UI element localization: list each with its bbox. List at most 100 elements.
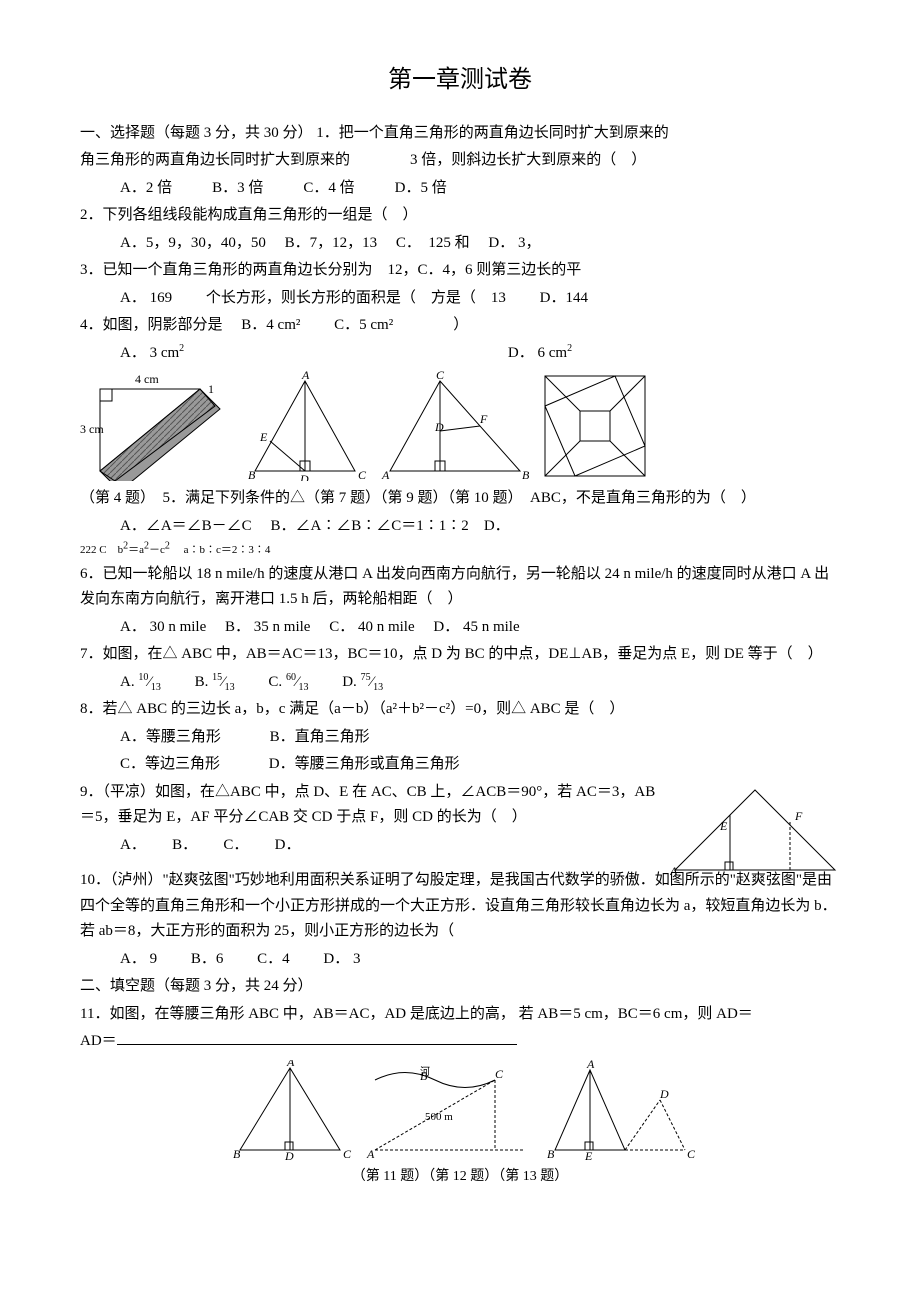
q10-c: C．4: [257, 951, 290, 967]
q6-c: C． 40 n mile: [329, 619, 414, 635]
q2-a: A．5，9，30，40，50: [120, 235, 266, 251]
q9-d: D．: [275, 837, 301, 853]
q4-c: C．5 cm²: [334, 317, 393, 333]
q4-a: A． 3 cm2: [120, 345, 184, 361]
q4-b: B．4 cm²: [241, 317, 300, 333]
svg-text:B: B: [522, 468, 530, 481]
svg-text:1: 1: [208, 382, 214, 396]
q9-c: C．: [223, 837, 241, 853]
q1-opt-b: B．3 倍: [212, 176, 263, 202]
svg-text:A: A: [286, 1060, 295, 1069]
svg-text:A: A: [670, 864, 678, 875]
q5-opts1: A．∠A＝∠B－∠C B．∠A∶∠B∶∠C＝1∶1∶2 D．: [80, 514, 840, 540]
svg-text:D: D: [284, 1149, 294, 1160]
q10-stem: 10．（泸州）"赵爽弦图"巧妙地利用面积关系证明了勾股定理，是我国古代数学的骄傲…: [80, 868, 840, 945]
figure-q12: 河 500 m A B C: [365, 1060, 535, 1160]
q8-d: D．等腰三角形或直角三角形: [269, 756, 460, 772]
q3-d: D．144: [540, 290, 588, 306]
q9-a: A．: [120, 837, 138, 853]
q5-line2: a∶b∶c＝2∶3∶4: [184, 544, 271, 556]
svg-text:D: D: [299, 472, 309, 481]
svg-text:E: E: [259, 430, 268, 444]
svg-text:B: B: [547, 1147, 555, 1160]
q10-b: B．6: [191, 951, 224, 967]
figure-q13: A B E D C: [545, 1060, 695, 1160]
figure-row-2: A B C D 河 500 m A B C A B E D C: [80, 1060, 840, 1160]
svg-text:3 cm: 3 cm: [80, 422, 104, 436]
section-1-header: 一、选择题（每题 3 分，共 30 分） 1．把一个直角三角形的两直角边长同时扩…: [80, 121, 840, 147]
q7-opts: A. 10⁄13 B. 15⁄13 C. 60⁄13 D. 75⁄13: [80, 670, 840, 696]
q3-stem: 3．已知一个直角三角形的两直角边长分别为 12，C．4，6 则第三边长的平: [80, 258, 840, 284]
fig-caption-2: （第 11 题）（第 12 题）（第 13 题）: [80, 1165, 840, 1189]
q1-options: A．2 倍 B．3 倍 C．4 倍 D．5 倍: [80, 176, 840, 202]
q9-block: E F A 9．（平凉）如图，在△ABC 中，点 D、E 在 AC、CB 上，∠…: [80, 780, 840, 859]
q5-opts2: 222 C b2＝a2－c2 a∶b∶c＝2∶3∶4: [80, 541, 840, 560]
q5-c: 222 C b2＝a2－c2: [80, 544, 170, 556]
q3-opts: A． 169 个长方形，则长方形的面积是（ 方是（ 13 D．144: [80, 286, 840, 312]
svg-text:A: A: [586, 1060, 595, 1071]
q7-a: A. 10⁄13: [120, 674, 161, 690]
q8-a: A．等腰三角形: [120, 729, 221, 745]
svg-text:C: C: [358, 468, 367, 481]
q8-opts2: C．等边三角形 D．等腰三角形或直角三角形: [80, 752, 840, 778]
q8-b: B．直角三角形: [270, 729, 370, 745]
svg-text:C: C: [495, 1067, 504, 1081]
q10-opts: A． 9 B．6 C．4 D． 3: [80, 947, 840, 973]
q7-b: B. 15⁄13: [195, 674, 235, 690]
svg-text:E: E: [719, 819, 728, 833]
figure-row-1: 4 cm 1 3 cm A B C D E C A B F D: [80, 371, 840, 481]
svg-text:B: B: [420, 1069, 428, 1083]
svg-text:C: C: [436, 371, 445, 382]
q4-line: 4．如图，阴影部分是 B．4 cm² C．5 cm² ）: [80, 313, 840, 339]
svg-text:F: F: [479, 412, 488, 426]
svg-text:B: B: [233, 1147, 241, 1160]
q11-text: 11．如图，在等腰三角形 ABC 中，AB＝AC，AD 是底边上的高， 若 AB…: [80, 1006, 753, 1022]
q6-b: B． 35 n mile: [225, 619, 310, 635]
figure-q9: C A B F D: [380, 371, 530, 481]
svg-text:C: C: [343, 1147, 352, 1160]
q3-extra: 个长方形，则长方形的面积是（ 方是（ 13: [206, 290, 536, 306]
q3-a: A． 169: [120, 290, 172, 306]
svg-text:500 m: 500 m: [425, 1111, 453, 1123]
q2-d: D． 3，: [488, 235, 540, 251]
q9-b: B．: [172, 837, 190, 853]
q1-stem-b: 角三角形的两直角边长同时扩大到原来的 3 倍，则斜边长扩大到原来的（ ）: [80, 152, 646, 168]
q4-ad: A． 3 cm2 D． 6 cm2: [80, 341, 840, 367]
figure-q4: 4 cm 1 3 cm: [80, 371, 230, 481]
q1-line2: 角三角形的两直角边长同时扩大到原来的 3 倍，则斜边长扩大到原来的（ ）: [80, 148, 840, 174]
q2-b: B．7，12，13: [285, 235, 378, 251]
svg-text:A: A: [366, 1147, 375, 1160]
q7-stem: 7．如图，在△ ABC 中，AB＝AC＝13，BC＝10，点 D 为 BC 的中…: [80, 642, 840, 668]
q1-opt-c: C．4 倍: [303, 176, 354, 202]
q2-stem: 2．下列各组线段能构成直角三角形的一组是（ ）: [80, 203, 840, 229]
q4-d: D． 6 cm2: [508, 345, 572, 361]
svg-text:C: C: [687, 1147, 695, 1160]
q6-stem: 6．已知一轮船以 18 n mile/h 的速度从港口 A 出发向西南方向航行，…: [80, 562, 840, 613]
q4-stem: 4．如图，阴影部分是: [80, 317, 223, 333]
figure-q9-side: E F A: [670, 780, 840, 875]
blank-field[interactable]: [117, 1029, 517, 1045]
section-2-header: 二、填空题（每题 3 分，共 24 分）: [80, 974, 840, 1000]
svg-text:D: D: [434, 420, 444, 434]
q10-a: A． 9: [120, 951, 157, 967]
svg-text:4 cm: 4 cm: [135, 372, 159, 386]
q2-options: A．5，9，30，40，50 B．7，12，13 C． 125 和 D． 3，: [80, 231, 840, 257]
q8-c: C．等边三角形: [120, 756, 220, 772]
figure-q7: A B C D E: [240, 371, 370, 481]
q11-blank-line: AD＝: [80, 1029, 840, 1055]
q6-a: A． 30 n mile: [120, 619, 206, 635]
q8-stem: 8．若△ ABC 的三边长 a，b，c 满足（a－b）（a²＋b²－c²）=0，…: [80, 697, 840, 723]
q10-d: D． 3: [323, 951, 360, 967]
section1-text: 一、选择题（每题 3 分，共 30 分）: [80, 125, 313, 141]
svg-text:F: F: [794, 809, 803, 823]
svg-text:B: B: [248, 468, 256, 481]
svg-text:D: D: [659, 1087, 669, 1101]
figure-q10: [540, 371, 650, 481]
q6-d: D． 45 n mile: [433, 619, 519, 635]
q1-opt-a: A．2 倍: [120, 176, 172, 202]
q11-stem: 11．如图，在等腰三角形 ABC 中，AB＝AC，AD 是底边上的高， 若 AB…: [80, 1002, 840, 1028]
figure-q11: A B C D: [225, 1060, 355, 1160]
q7-d: D. 75⁄13: [342, 674, 383, 690]
page-title: 第一章测试卷: [80, 60, 840, 101]
q5-b: B．∠A∶∠B∶∠C＝1∶1∶2: [270, 518, 468, 534]
